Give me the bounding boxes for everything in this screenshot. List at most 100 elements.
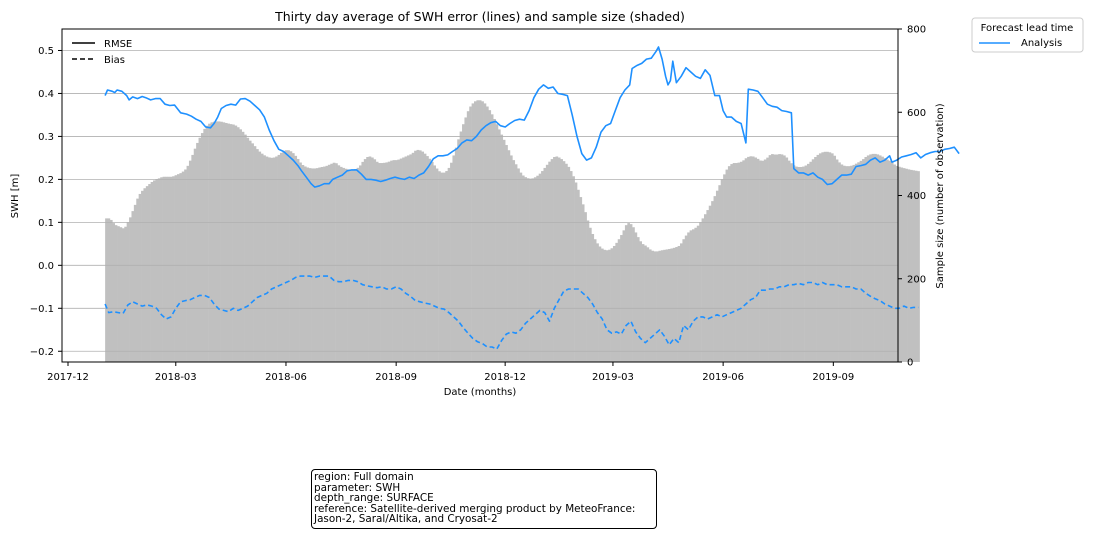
metadata-box: region: Full domain parameter: SWH depth… bbox=[311, 469, 657, 529]
sample-size-bar bbox=[124, 226, 127, 362]
sample-size-bar bbox=[272, 157, 276, 362]
sample-size-bar bbox=[526, 178, 530, 362]
sample-size-bar bbox=[414, 150, 417, 362]
sample-size-bar bbox=[330, 163, 333, 362]
sample-size-bar bbox=[680, 243, 683, 362]
sample-size-bar bbox=[404, 156, 408, 362]
sample-size-bar bbox=[287, 150, 290, 362]
sample-size-bar bbox=[291, 153, 295, 362]
sample-size-bar bbox=[577, 189, 580, 362]
sample-size-bar bbox=[464, 117, 468, 362]
sample-size-bar bbox=[588, 227, 592, 362]
sample-size-bar bbox=[524, 177, 528, 362]
sample-size-bar bbox=[459, 131, 463, 362]
sample-size-bar bbox=[917, 171, 920, 362]
sample-size-bar bbox=[363, 159, 367, 362]
sample-size-bar bbox=[488, 110, 492, 362]
sample-size-bar bbox=[689, 230, 693, 362]
sample-size-bar bbox=[802, 166, 805, 362]
sample-size-bar bbox=[569, 171, 573, 362]
sample-size-bar bbox=[603, 249, 607, 362]
sample-size-bar bbox=[174, 175, 178, 362]
sample-size-bar bbox=[670, 248, 674, 362]
sample-size-bar bbox=[550, 159, 554, 362]
sample-size-bar bbox=[529, 178, 532, 362]
sample-size-bar bbox=[811, 159, 815, 362]
sample-size-bar bbox=[440, 172, 444, 362]
sample-size-bar bbox=[646, 247, 650, 362]
sample-size-bar bbox=[406, 155, 410, 362]
sample-size-bar bbox=[371, 157, 374, 362]
sample-size-bar bbox=[275, 156, 278, 362]
sample-size-bar bbox=[224, 122, 228, 362]
sample-size-bar bbox=[584, 212, 587, 362]
sample-size-bar bbox=[519, 172, 523, 362]
sample-size-bar bbox=[430, 161, 434, 362]
sample-size-bar bbox=[627, 223, 631, 362]
sample-size-bar bbox=[806, 163, 810, 362]
y-tick-label: 0.2 bbox=[38, 175, 54, 186]
sample-size-bar bbox=[749, 156, 753, 362]
sample-size-bar bbox=[591, 234, 595, 362]
sample-size-bar bbox=[109, 219, 113, 362]
sample-size-bar bbox=[818, 153, 822, 362]
sample-size-bar bbox=[572, 176, 575, 362]
y-tick-label: 0.4 bbox=[38, 89, 54, 100]
sample-size-bar bbox=[850, 165, 853, 362]
sample-size-bar bbox=[533, 177, 537, 362]
sample-size-bar bbox=[593, 239, 597, 362]
sample-size-bar bbox=[301, 165, 305, 362]
sample-size-bar bbox=[210, 122, 214, 362]
sample-size-bar bbox=[244, 134, 247, 362]
sample-size-bar bbox=[629, 224, 633, 362]
sample-size-bar bbox=[284, 150, 288, 362]
sample-size-bar bbox=[157, 178, 161, 362]
sample-size-bar bbox=[727, 166, 731, 362]
sample-size-bar bbox=[150, 181, 154, 362]
sample-size-bar bbox=[385, 162, 389, 362]
sample-size-bar bbox=[368, 156, 372, 362]
sample-size-bar bbox=[392, 160, 396, 362]
sample-size-bar bbox=[651, 250, 654, 362]
sample-size-bar bbox=[428, 158, 432, 362]
sample-size-bar bbox=[579, 197, 583, 362]
sample-size-bar bbox=[445, 171, 448, 362]
lead-time-legend-title: Forecast lead time bbox=[981, 23, 1074, 34]
sample-size-bar bbox=[220, 121, 223, 362]
sample-size-bar bbox=[397, 159, 401, 362]
y2-tick-label: 400 bbox=[907, 191, 926, 202]
sample-size-bar bbox=[864, 157, 868, 362]
sample-size-bar bbox=[902, 168, 906, 362]
sample-size-bar bbox=[263, 155, 266, 362]
x-tick-label: 2019-09 bbox=[812, 372, 854, 383]
y2-axis-label: Sample size (number of observation) bbox=[935, 103, 946, 288]
sample-size-bar bbox=[351, 169, 355, 362]
sample-size-bar bbox=[373, 159, 377, 362]
sample-size-bar bbox=[636, 237, 640, 363]
sample-size-bars bbox=[105, 100, 920, 363]
sample-size-bar bbox=[105, 218, 108, 362]
sample-size-bar bbox=[600, 248, 604, 362]
y-tick-label: 0.3 bbox=[38, 132, 54, 143]
sample-size-bar bbox=[476, 100, 480, 362]
sample-size-bar bbox=[375, 161, 379, 362]
sample-size-bar bbox=[845, 166, 848, 362]
sample-size-bar bbox=[660, 250, 664, 362]
sample-size-bar bbox=[493, 119, 496, 362]
x-tick-label: 2019-06 bbox=[702, 372, 744, 383]
rmse-legend-label: RMSE bbox=[104, 39, 132, 50]
sample-size-bar bbox=[507, 150, 511, 362]
sample-size-bar bbox=[337, 165, 341, 362]
sample-size-bar bbox=[771, 154, 774, 362]
sample-size-bar bbox=[500, 134, 504, 362]
sample-size-bar bbox=[541, 171, 544, 362]
sample-size-bar bbox=[869, 154, 872, 362]
sample-size-bar bbox=[608, 249, 611, 362]
sample-size-bar bbox=[409, 154, 413, 362]
sample-size-bar bbox=[366, 157, 369, 362]
sample-size-bar bbox=[258, 151, 262, 362]
sample-size-bar bbox=[754, 157, 757, 362]
sample-size-bar bbox=[787, 160, 791, 362]
sample-size-bar bbox=[196, 142, 199, 362]
sample-size-bar bbox=[615, 242, 619, 362]
